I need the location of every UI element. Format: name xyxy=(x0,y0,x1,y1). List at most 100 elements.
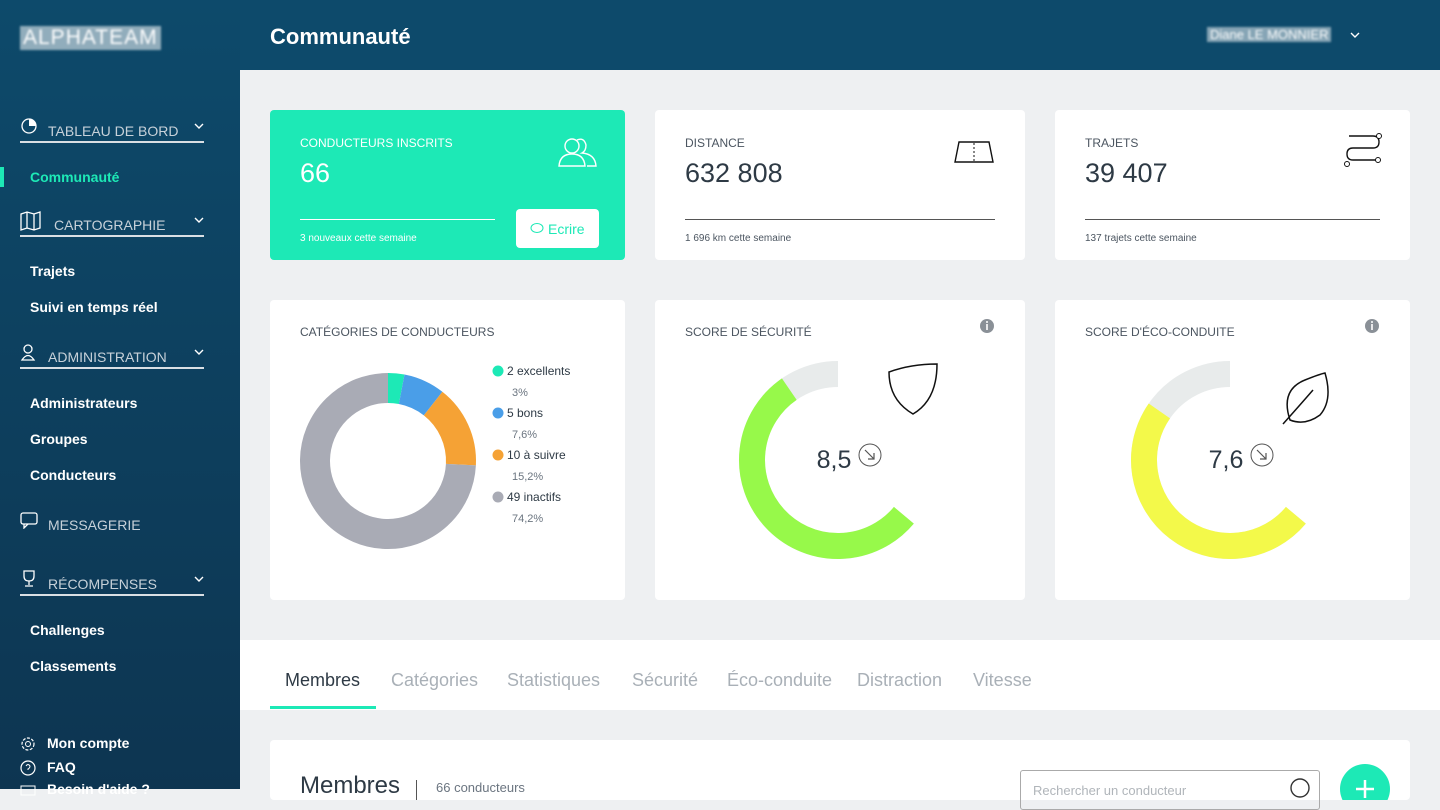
members-title: Membres xyxy=(300,772,401,799)
legend-label: 49 inactifs xyxy=(507,490,561,504)
stat-value: 39 407 xyxy=(1085,158,1168,188)
donut-slice xyxy=(300,373,476,549)
section-label: ADMINISTRATION xyxy=(48,349,167,365)
info-dot xyxy=(1371,321,1373,323)
stat-value: 66 xyxy=(300,158,331,188)
legend-value: 74,2% xyxy=(512,513,543,525)
footer-link[interactable]: FAQ xyxy=(47,759,76,775)
gauge-label: 8,5 xyxy=(817,446,852,474)
road-icon xyxy=(954,141,994,163)
donut-chart: CATÉGORIES DE CONDUCTEURS 2 excellents 3% 5… xyxy=(300,324,570,549)
sidebar: ALPHATEAM TABLEAU DE BORD Communauté CAR… xyxy=(0,0,240,797)
trend-icon xyxy=(1250,443,1274,467)
tab-indicator xyxy=(270,706,376,709)
donut-slice xyxy=(423,391,476,466)
menu-section[interactable]: ADMINISTRATION xyxy=(20,343,204,369)
section-label: CARTOGRAPHIE xyxy=(54,217,166,233)
active-indicator xyxy=(0,167,4,187)
tab[interactable]: Vitesse xyxy=(973,670,1032,690)
gauge-value xyxy=(1131,403,1306,559)
tab[interactable]: Catégories xyxy=(391,670,479,690)
tab[interactable]: Éco-conduite xyxy=(727,670,833,690)
shield-icon xyxy=(888,363,938,415)
menu-section[interactable]: RÉCOMPENSES xyxy=(20,570,204,596)
members-card: Membres 66 conducteurs Rechercher un con… xyxy=(270,740,1410,810)
legend-swatch xyxy=(492,365,504,377)
legend-label: 10 à suivre xyxy=(507,448,566,462)
gauge-chart: SCORE DE SÉCURITÉ 8,5 xyxy=(685,319,994,559)
gauge-value xyxy=(739,378,914,559)
trend-icon xyxy=(858,443,882,467)
user-chevron[interactable] xyxy=(1350,30,1360,40)
header: Communauté Diane LE MONNIER xyxy=(240,0,1440,70)
section-label: RÉCOMPENSES xyxy=(48,576,157,592)
chart-title: SCORE D'ÉCO-CONDUITE xyxy=(1085,324,1235,339)
search-placeholder: Rechercher un conducteur xyxy=(1033,783,1187,798)
gauge-chart: SCORE D'ÉCO-CONDUITE 7,6 xyxy=(1085,319,1379,559)
divider xyxy=(1085,219,1380,220)
page-title: Communauté xyxy=(270,24,411,49)
tab[interactable]: Statistiques xyxy=(507,670,601,690)
stat-label: DISTANCE xyxy=(685,136,745,150)
legend-value: 15,2% xyxy=(512,471,543,483)
stat-note: 1 696 km cette semaine xyxy=(685,233,792,244)
tab-bar xyxy=(240,640,1440,710)
user-name[interactable]: Diane LE MONNIER xyxy=(1207,27,1332,42)
trend-arrow xyxy=(1256,449,1267,460)
stat-label: CONDUCTEURS INSCRITS xyxy=(300,136,453,150)
legend-value: 7,6% xyxy=(512,429,537,441)
menu-item[interactable]: Groupes xyxy=(30,431,88,447)
menu-section[interactable]: MESSAGERIE xyxy=(20,511,204,537)
trend-arrow xyxy=(864,449,875,460)
stat-card: TRAJETS 39 407 137 trajets cette semaine xyxy=(1055,110,1410,260)
logo[interactable]: ALPHATEAM xyxy=(20,26,161,50)
button-label: Ecrire xyxy=(548,221,585,237)
donut-slice xyxy=(387,373,405,405)
section-label: MESSAGERIE xyxy=(48,517,141,533)
stat-value: 632 808 xyxy=(685,158,783,188)
stat-note: 3 nouveaux cette semaine xyxy=(300,233,417,244)
menu-item[interactable]: Challenges xyxy=(30,622,105,638)
legend-label: 5 bons xyxy=(507,406,543,420)
stat-card: DISTANCE 632 808 1 696 km cette semaine xyxy=(655,110,1025,260)
chart-card: SCORE DE SÉCURITÉ 8,5 xyxy=(655,300,1025,600)
menu-section[interactable]: CARTOGRAPHIE xyxy=(20,211,204,237)
stat-label: TRAJETS xyxy=(1085,136,1139,150)
stat-card: CONDUCTEURS INSCRITS 66 3 nouveaux cette… xyxy=(270,110,625,260)
search-input[interactable]: Rechercher un conducteur xyxy=(1020,770,1320,810)
chart-title: SCORE DE SÉCURITÉ xyxy=(685,324,812,339)
footer-icons xyxy=(20,737,36,796)
footer-link[interactable]: Besoin d'aide ? xyxy=(47,781,150,797)
info-dot xyxy=(986,321,988,323)
leaf-icon xyxy=(1282,372,1329,425)
menu-item[interactable]: Trajets xyxy=(30,263,76,279)
chart-card: CATÉGORIES DE CONDUCTEURS 2 excellents 3% 5… xyxy=(270,300,625,600)
menu-item[interactable]: Suivi en temps réel xyxy=(30,299,158,315)
tab[interactable]: Distraction xyxy=(857,670,943,690)
menu-item[interactable]: Administrateurs xyxy=(30,395,138,411)
legend-label: 2 excellents xyxy=(507,364,570,378)
gauge-label: 7,6 xyxy=(1209,446,1244,474)
chart-title: CATÉGORIES DE CONDUCTEURS xyxy=(300,324,494,339)
footer-link[interactable]: Mon compte xyxy=(47,735,130,751)
members-count: 66 conducteurs xyxy=(436,780,525,795)
tab[interactable]: Membres xyxy=(285,670,361,690)
menu-item[interactable]: Classements xyxy=(30,658,117,674)
tab[interactable]: Sécurité xyxy=(632,670,699,690)
legend-swatch xyxy=(492,449,504,461)
menu-item[interactable]: Communauté xyxy=(30,169,120,185)
chart-card: SCORE D'ÉCO-CONDUITE 7,6 xyxy=(1055,300,1410,600)
write-button[interactable]: Ecrire xyxy=(516,209,599,248)
legend-swatch xyxy=(492,491,504,503)
legend-value: 3% xyxy=(512,387,528,399)
divider xyxy=(685,219,995,220)
route-icon xyxy=(1344,133,1382,167)
separator xyxy=(416,780,417,800)
menu-section[interactable]: TABLEAU DE BORD xyxy=(20,117,204,143)
add-button[interactable] xyxy=(1340,764,1390,800)
legend-swatch xyxy=(492,407,504,419)
menu-item[interactable]: Conducteurs xyxy=(30,467,117,483)
divider xyxy=(300,219,495,220)
donut-slice xyxy=(398,374,443,416)
